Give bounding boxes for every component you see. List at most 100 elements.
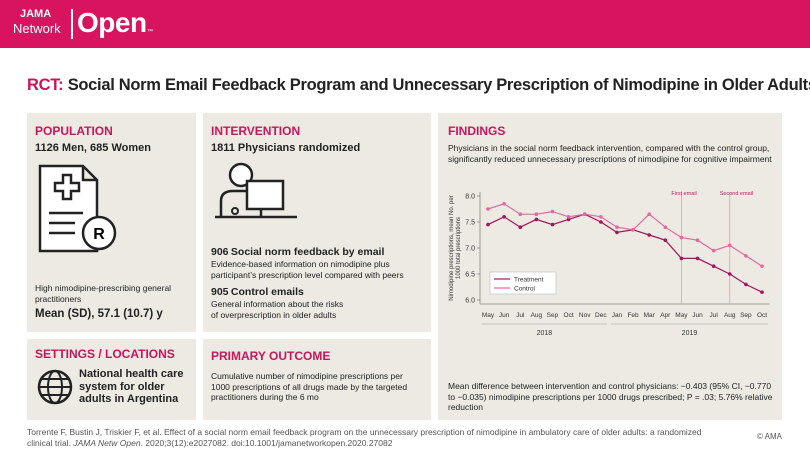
point — [599, 220, 603, 224]
year-label: 2018 — [537, 330, 553, 337]
header-bar: JAMA Network Open ™ — [0, 0, 810, 48]
findings-panel: FINDINGS Physicians in the social norm f… — [438, 113, 782, 420]
heading: FINDINGS — [448, 124, 506, 138]
point — [518, 212, 523, 216]
x-tick-label: Sep — [547, 312, 559, 319]
event-label: First email — [671, 191, 696, 197]
subheading-text: 1811 Physicians randomized — [211, 142, 361, 154]
x-tick-label: May — [482, 312, 495, 319]
y-axis-label: Nimodipine prescriptions, mean No. per10… — [449, 195, 462, 300]
logo-mark: ™ — [147, 29, 153, 35]
point — [550, 209, 555, 214]
legend-label: Treatment — [514, 277, 544, 284]
x-tick-label: Feb — [627, 312, 639, 319]
point — [647, 233, 651, 237]
copyright: © AMA — [756, 432, 782, 441]
x-tick-label: Jan — [612, 312, 623, 319]
point — [663, 225, 668, 229]
point — [663, 238, 668, 242]
settings-text: National health care system for older ad… — [79, 368, 184, 406]
group-description: Evidence-based information on nimodipine… — [211, 259, 404, 280]
x-tick-label: May — [675, 312, 688, 319]
year-label: 2019 — [682, 330, 698, 337]
logo-bottom: Network — [13, 21, 61, 36]
point — [566, 215, 571, 219]
point — [615, 225, 619, 229]
point — [566, 217, 571, 222]
globe-icon — [37, 369, 73, 405]
svg-text:R: R — [93, 226, 105, 243]
description: High nimodipine-prescribing general prac… — [35, 283, 172, 304]
x-tick-label: Oct — [564, 312, 574, 319]
x-tick-label: Jul — [709, 312, 718, 319]
group-label: Control emails — [230, 286, 304, 298]
point — [502, 202, 506, 206]
x-tick-label: Dec — [595, 312, 607, 319]
point — [599, 215, 603, 219]
point — [679, 256, 684, 261]
x-tick-label: Aug — [724, 312, 736, 319]
group: 905 Control emails General information a… — [211, 286, 351, 320]
population-panel: POPULATION 1126 Men, 685 Women R High ni… — [27, 113, 196, 332]
y-tick-label: 6.5 — [465, 272, 475, 279]
point — [711, 264, 716, 268]
logo-divider — [71, 9, 73, 39]
legend-label: Control — [514, 286, 536, 293]
group: 906 Social norm feedback by email Eviden… — [211, 246, 426, 280]
point — [711, 248, 716, 253]
y-tick-label: 6.0 — [465, 298, 475, 305]
group-n: 905 — [211, 286, 229, 298]
point — [744, 254, 748, 258]
document-icon: R — [38, 164, 117, 253]
point — [631, 228, 635, 232]
y-tick-label: 7.0 — [465, 246, 475, 253]
point — [502, 215, 506, 219]
y-tick-label: 7.5 — [465, 220, 475, 227]
citation-text: Torrente F, Bustin J, Triskier F, et al.… — [27, 427, 702, 449]
title-text: Social Norm Email Feedback Program and U… — [67, 76, 810, 94]
subheading: 1126 Men, 685 Women — [35, 142, 151, 154]
point — [727, 272, 732, 276]
event-label: Second email — [720, 191, 753, 197]
title: RCT: Social Norm Email Feedback Program … — [27, 76, 810, 95]
point — [679, 235, 684, 240]
point — [518, 225, 523, 229]
heading: PRIMARY OUTCOME — [211, 349, 331, 363]
point — [486, 207, 490, 211]
point — [695, 256, 700, 261]
heading: POPULATION — [35, 124, 113, 138]
logo-open: Open — [77, 7, 147, 38]
outcome-text: Cumulative number of nimodipine prescrip… — [211, 371, 408, 403]
title-prefix: RCT: — [27, 76, 64, 94]
point — [534, 212, 539, 216]
point — [760, 290, 764, 294]
y-tick-label: 8.0 — [465, 194, 475, 201]
subheading: 1811 Physicians randomized — [211, 142, 360, 154]
point — [760, 264, 764, 268]
point — [582, 212, 587, 216]
heading: INTERVENTION — [211, 124, 301, 138]
x-tick-label: Sep — [740, 312, 752, 319]
point — [550, 222, 555, 227]
point — [744, 282, 748, 287]
x-tick-label: Jun — [692, 312, 703, 319]
x-tick-label: Aug — [531, 312, 543, 319]
group-n: 906 — [211, 246, 229, 258]
x-tick-label: Jul — [516, 312, 525, 319]
point — [615, 230, 619, 235]
citation: Torrente F, Bustin J, Triskier F, et al.… — [27, 427, 707, 449]
x-tick-label: Jun — [499, 312, 510, 319]
x-tick-label: Nov — [579, 312, 591, 319]
point — [647, 212, 651, 216]
group-description: General information about the risks of o… — [211, 299, 344, 320]
x-tick-label: Apr — [660, 312, 671, 319]
x-tick-label: Mar — [644, 312, 656, 319]
point — [486, 222, 490, 227]
computer-icon — [215, 162, 297, 219]
citation-text: . 2020;3(12):e2027082. doi:10.1001/jaman… — [140, 438, 393, 449]
summary: Physicians in the social norm feedback i… — [448, 143, 772, 164]
heading: SETTINGS / LOCATIONS — [35, 347, 175, 361]
journal: JAMA Netw Open — [73, 438, 141, 449]
